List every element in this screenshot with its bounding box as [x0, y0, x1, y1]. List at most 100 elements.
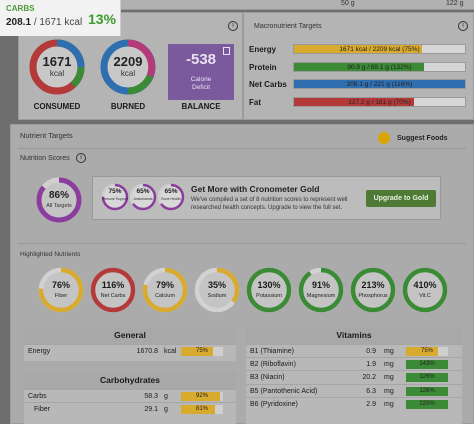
row-progress-text: 75%: [420, 348, 433, 354]
row-progress-fill: [181, 405, 216, 415]
info-icon[interactable]: i: [458, 21, 468, 31]
row-progress-fill: [406, 399, 448, 409]
row-name: Fiber: [34, 406, 50, 414]
nutrient-ring-svg: [142, 267, 188, 313]
all-targets-label: All Targets: [46, 203, 72, 209]
nutrient-ring-value: 116%: [101, 280, 125, 290]
nutrient-ring-svg: [194, 267, 240, 313]
table-row: B1 (Thiamine) 0.9 mg 75%: [246, 344, 462, 357]
mini-score-label: Bone Health: [161, 197, 181, 201]
gold-promo-card: 75% Immune Support 65% Antioxidants 65% Bone …: [92, 176, 441, 220]
mini-score-label: Antioxidants: [133, 197, 153, 201]
macro-bar-fill: [294, 97, 414, 106]
general-header: General: [24, 327, 236, 344]
macro-bar-text: 1671 kcal / 2209 kcal (75%): [339, 46, 420, 53]
suggest-foods-link[interactable]: Suggest Foods: [397, 135, 448, 142]
macro-bar: 90.9 g / 69.1 g (132%): [293, 61, 466, 72]
lightbulb-icon: [378, 132, 390, 144]
mini-score-label: Immune Support: [102, 197, 128, 201]
calculator-icon: [223, 47, 230, 55]
nutrient-ring-label: Vit.C: [419, 293, 431, 299]
macro-bar: 1671 kcal / 2209 kcal (75%): [293, 44, 466, 54]
tooltip-value: 208.1 / 1671 kcal: [6, 17, 83, 28]
row-unit: mg: [384, 387, 394, 395]
burned-value: 2209: [113, 54, 143, 69]
row-amount: 29.1: [144, 406, 158, 414]
row-name: B5 (Pantothenic Acid): [250, 387, 318, 395]
nutrient-ring-label: Fiber: [54, 293, 68, 299]
nutrient-ring: 76% Fiber: [38, 267, 84, 313]
nutrient-ring-svg: [298, 267, 344, 313]
row-name: B1 (Thiamine): [250, 348, 294, 355]
nutrient-ring: 116% Net Carbs: [90, 267, 136, 313]
macro-label: Fat: [249, 97, 261, 107]
row-amount: 58.3: [144, 393, 158, 400]
balance-caption: Calorie Deficit: [190, 76, 212, 91]
all-targets-value: 86%: [48, 190, 69, 201]
row-progress-text: 81%: [195, 406, 208, 413]
macro-bar-fill: [294, 62, 424, 71]
row-progress-text: 126%: [419, 374, 435, 381]
table-row: B3 (Niacin) 20.2 mg 126%: [246, 370, 462, 383]
tooltip-label: CARBS: [6, 4, 35, 13]
row-progress-bar: 126%: [406, 373, 448, 383]
macro-bar-text: 208.1 g / 221 g (116%): [346, 81, 413, 88]
info-icon[interactable]: i: [76, 153, 86, 163]
row-amount: 0.9: [366, 348, 376, 355]
vitamins-table: Vitamins B1 (Thiamine) 0.9 mg 75% B2 (Ribofl…: [246, 327, 462, 424]
carbohydrates-header: Carbohydrates: [24, 372, 236, 389]
info-icon[interactable]: i: [228, 21, 238, 31]
all-targets-ring: 86% All Targets: [35, 176, 83, 224]
balance-box: -538 Calorie Deficit: [168, 44, 234, 100]
burned-ring: 2209 kcal: [100, 39, 156, 95]
macro-bar-fill: [294, 45, 423, 53]
table-row: B6 (Pyridoxine) 2.9 mg 220%: [246, 396, 462, 410]
promo-text: We've compiled a set of 8 nutrition scor…: [191, 197, 348, 211]
nutrient-ring-svg: [350, 267, 396, 313]
row-progress-bar: 75%: [406, 347, 448, 356]
burned-unit: kcal: [120, 69, 136, 78]
burned-label: BURNED: [110, 102, 146, 111]
nutrient-ring: 91% Magnesium: [298, 267, 344, 313]
nutrient-ring-value: 130%: [257, 280, 281, 290]
consumed-label: CONSUMED: [33, 102, 81, 111]
row-name: B2 (Riboflavin): [250, 361, 296, 369]
nutrient-ring-label: Magnesium: [306, 293, 336, 299]
consumed-unit: kcal: [49, 69, 65, 78]
consumed-ring: 1671 kcal: [29, 39, 85, 95]
row-progress-bar: 126%: [406, 386, 448, 396]
row-unit: mg: [384, 400, 394, 408]
table-row: Carbs 58.3 g 92%: [24, 389, 236, 402]
nutrient-ring-value: 76%: [51, 280, 70, 290]
row-unit: g: [164, 393, 168, 400]
row-unit: g: [164, 406, 168, 414]
upgrade-button[interactable]: Upgrade to Gold: [366, 190, 436, 207]
nutrient-ring-label: Phosphorus: [358, 293, 388, 299]
row-progress-text: 220%: [419, 400, 435, 407]
nutrient-ring: 130% Potassium: [246, 267, 292, 313]
mini-score-value: 65%: [136, 188, 150, 195]
top-strip-b: 122 g: [446, 0, 464, 7]
row-amount: 1670.8: [136, 348, 158, 355]
nutrient-ring-value: 213%: [361, 280, 385, 290]
row-progress-text: 143%: [419, 361, 435, 368]
divider: [18, 148, 466, 149]
row-name: B3 (Niacin): [250, 374, 285, 382]
row-name: Energy: [28, 348, 51, 355]
macro-bar-fill: [294, 80, 465, 88]
row-progress-bar: 143%: [406, 360, 448, 370]
nutrient-ring-label: Potassium: [256, 293, 282, 299]
row-progress-fill: [406, 347, 438, 356]
vitamins-header: Vitamins: [246, 327, 462, 344]
macro-label: Protein: [249, 62, 277, 72]
nutrient-ring-svg: [402, 267, 448, 313]
row-progress-bar: 81%: [181, 405, 223, 415]
divider: [18, 243, 466, 244]
macronutrient-title: Macronutrient Targets: [254, 23, 322, 30]
nutrient-ring-label: Sodium: [207, 293, 227, 299]
mini-score-ring: 65% Antioxidants: [129, 183, 157, 211]
nutrition-scores-title: Nutrition Scores: [20, 155, 70, 162]
nutrient-ring: 213% Phosphorus: [350, 267, 396, 313]
macro-label: Energy: [249, 45, 277, 54]
consumed-value: 1671: [42, 54, 72, 69]
